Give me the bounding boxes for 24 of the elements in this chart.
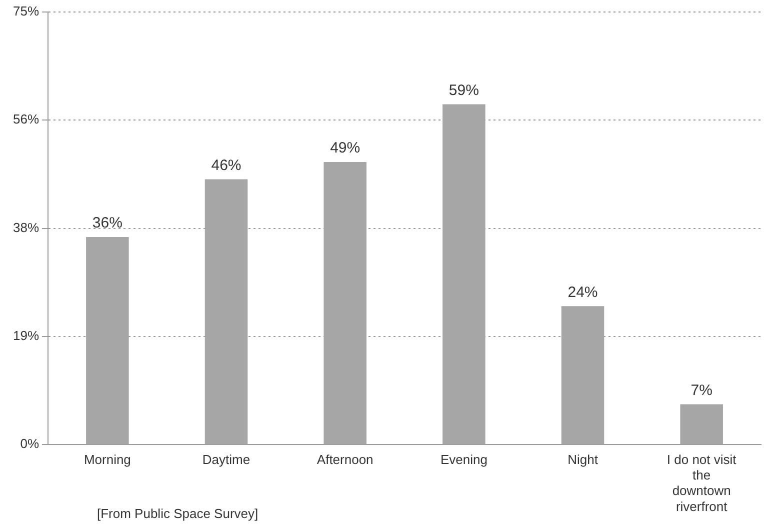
x-tick-label: I do not visit the downtown riverfront (666, 452, 737, 514)
y-tick-label: 75% (12, 4, 40, 19)
x-tick-label: Afternoon (316, 452, 374, 467)
y-tick-label: 0% (20, 436, 40, 452)
bar (561, 306, 604, 444)
data-label: 46% (211, 156, 242, 174)
data-label: 24% (568, 284, 598, 301)
x-tick-label: Evening (440, 452, 488, 467)
text: [From Public Space Survey] (97, 506, 258, 522)
y-tick-label: 19% (12, 328, 40, 344)
data-label: 36% (92, 214, 122, 232)
bar (204, 179, 248, 444)
data-label: 7% (690, 382, 712, 399)
y-tick-label: 56% (12, 112, 40, 127)
y-tick-label: 38% (12, 220, 40, 235)
x-tick-label: Daytime (202, 452, 250, 467)
bar (324, 162, 366, 444)
bar (442, 104, 486, 444)
bar (86, 236, 129, 444)
bar (680, 404, 723, 444)
x-tick-label: Morning (84, 452, 131, 467)
data-label: 59% (448, 82, 479, 99)
data-label: 49% (330, 140, 360, 157)
x-tick-label: Night (568, 452, 598, 467)
